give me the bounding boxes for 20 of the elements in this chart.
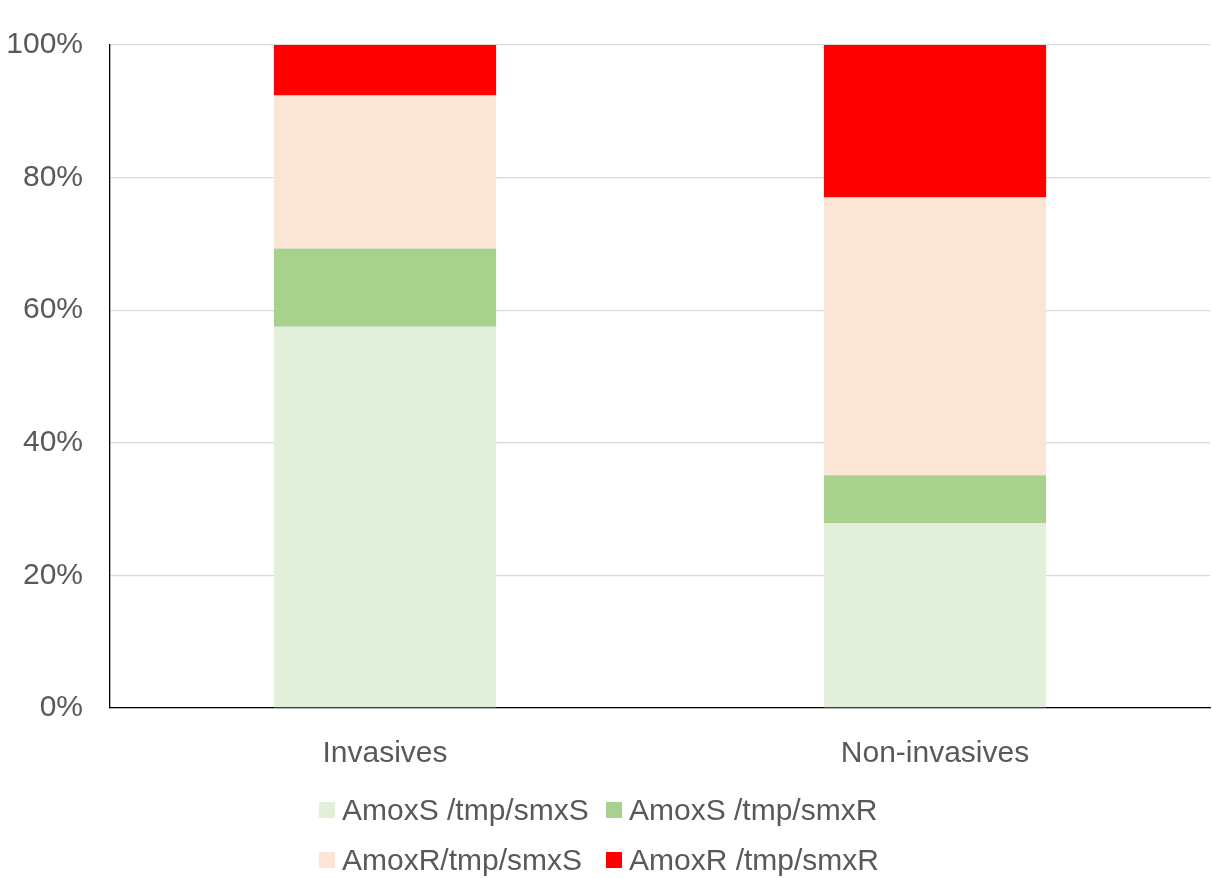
y-tick-label: 60%: [22, 291, 83, 325]
bar: [273, 45, 497, 96]
y-tick-label: 0%: [39, 689, 83, 723]
legend-label: AmoxS /tmp/smxR: [629, 793, 878, 827]
bar: [273, 95, 497, 249]
bar: [823, 523, 1047, 708]
y-tick-label: 100%: [6, 26, 83, 60]
bar: [273, 326, 497, 708]
bar: [273, 248, 497, 327]
y-tick-label: 20%: [22, 556, 83, 590]
bar: [823, 45, 1047, 198]
x-tick-label: Non-invasives: [840, 735, 1030, 769]
legend-label: AmoxR/tmp/smxS: [342, 843, 583, 877]
bar: [823, 197, 1047, 476]
y-tick-label: 80%: [22, 158, 83, 192]
y-tick-label: 40%: [22, 424, 83, 458]
x-tick-label: Invasives: [322, 735, 448, 769]
legend-label: AmoxS /tmp/smxS: [342, 793, 589, 827]
bar: [823, 475, 1047, 524]
legend-label: AmoxR /tmp/smxR: [629, 843, 880, 877]
